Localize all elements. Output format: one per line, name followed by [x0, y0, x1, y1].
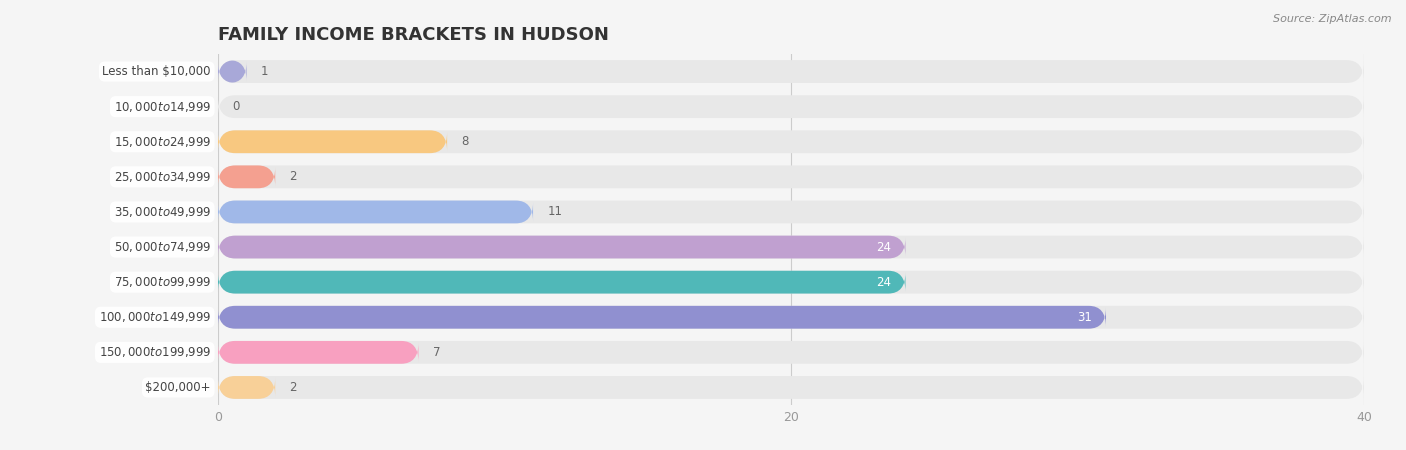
FancyBboxPatch shape — [218, 306, 1364, 328]
Text: 0: 0 — [232, 100, 239, 113]
FancyBboxPatch shape — [218, 236, 905, 258]
Text: $35,000 to $49,999: $35,000 to $49,999 — [114, 205, 211, 219]
Text: $100,000 to $149,999: $100,000 to $149,999 — [98, 310, 211, 324]
FancyBboxPatch shape — [218, 271, 905, 293]
FancyBboxPatch shape — [218, 166, 1364, 188]
FancyBboxPatch shape — [218, 376, 1364, 399]
Text: $50,000 to $74,999: $50,000 to $74,999 — [114, 240, 211, 254]
Text: 11: 11 — [547, 206, 562, 218]
Text: 2: 2 — [290, 381, 297, 394]
FancyBboxPatch shape — [218, 341, 1364, 364]
FancyBboxPatch shape — [218, 201, 1364, 223]
Text: $10,000 to $14,999: $10,000 to $14,999 — [114, 99, 211, 114]
Text: 1: 1 — [262, 65, 269, 78]
FancyBboxPatch shape — [218, 376, 276, 399]
FancyBboxPatch shape — [218, 130, 447, 153]
FancyBboxPatch shape — [218, 60, 246, 83]
Text: 31: 31 — [1077, 311, 1091, 324]
Text: $200,000+: $200,000+ — [145, 381, 211, 394]
FancyBboxPatch shape — [218, 95, 1364, 118]
Text: $25,000 to $34,999: $25,000 to $34,999 — [114, 170, 211, 184]
Text: FAMILY INCOME BRACKETS IN HUDSON: FAMILY INCOME BRACKETS IN HUDSON — [218, 26, 609, 44]
FancyBboxPatch shape — [218, 166, 276, 188]
Text: $75,000 to $99,999: $75,000 to $99,999 — [114, 275, 211, 289]
FancyBboxPatch shape — [218, 271, 1364, 293]
FancyBboxPatch shape — [218, 236, 1364, 258]
FancyBboxPatch shape — [218, 60, 1364, 83]
FancyBboxPatch shape — [218, 306, 1107, 328]
FancyBboxPatch shape — [218, 130, 1364, 153]
Text: Less than $10,000: Less than $10,000 — [103, 65, 211, 78]
Text: $150,000 to $199,999: $150,000 to $199,999 — [98, 345, 211, 360]
Text: Source: ZipAtlas.com: Source: ZipAtlas.com — [1274, 14, 1392, 23]
Text: 24: 24 — [876, 276, 891, 288]
Text: 24: 24 — [876, 241, 891, 253]
Text: 7: 7 — [433, 346, 440, 359]
Text: 2: 2 — [290, 171, 297, 183]
FancyBboxPatch shape — [218, 201, 533, 223]
FancyBboxPatch shape — [218, 341, 419, 364]
Text: 8: 8 — [461, 135, 468, 148]
Text: $15,000 to $24,999: $15,000 to $24,999 — [114, 135, 211, 149]
